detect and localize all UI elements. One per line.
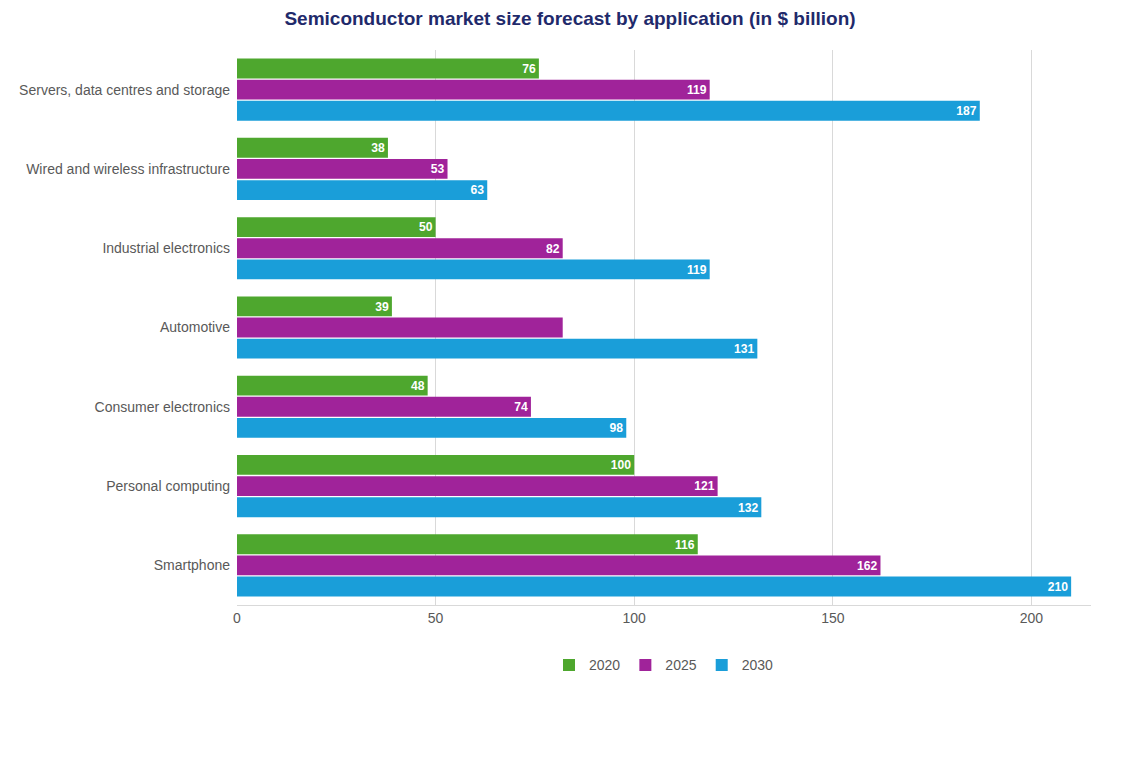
svg-text:162: 162	[857, 559, 877, 573]
svg-text:Wired and wireless infrastruct: Wired and wireless infrastructure	[26, 161, 230, 177]
svg-text:210: 210	[1048, 580, 1068, 594]
svg-text:132: 132	[738, 501, 758, 515]
svg-text:2020: 2020	[589, 657, 620, 673]
svg-text:Consumer electronics: Consumer electronics	[95, 399, 230, 415]
svg-text:50: 50	[419, 220, 433, 234]
svg-text:Personal computing: Personal computing	[106, 478, 230, 494]
svg-text:Industrial electronics: Industrial electronics	[102, 240, 230, 256]
svg-text:0: 0	[233, 610, 241, 626]
svg-text:Semiconductor market size fore: Semiconductor market size forecast by ap…	[284, 8, 855, 29]
svg-text:2030: 2030	[742, 657, 773, 673]
svg-text:82: 82	[546, 242, 560, 256]
svg-text:116: 116	[675, 538, 695, 552]
svg-text:Smartphone: Smartphone	[154, 557, 230, 573]
svg-text:Servers, data centres and stor: Servers, data centres and storage	[19, 82, 230, 98]
svg-text:76: 76	[522, 62, 536, 76]
svg-text:200: 200	[1020, 610, 1044, 626]
svg-text:131: 131	[734, 342, 754, 356]
svg-text:100: 100	[623, 610, 647, 626]
svg-text:53: 53	[431, 162, 445, 176]
svg-text:119: 119	[687, 263, 707, 277]
svg-text:100: 100	[611, 458, 631, 472]
svg-text:121: 121	[694, 479, 714, 493]
svg-text:63: 63	[471, 183, 485, 197]
svg-text:50: 50	[428, 610, 444, 626]
svg-text:74: 74	[514, 400, 528, 414]
svg-text:39: 39	[375, 300, 389, 314]
svg-text:150: 150	[821, 610, 845, 626]
svg-text:38: 38	[371, 141, 385, 155]
svg-text:48: 48	[411, 379, 425, 393]
svg-text:Automotive: Automotive	[160, 319, 230, 335]
svg-text:2025: 2025	[665, 657, 696, 673]
svg-text:119: 119	[687, 83, 707, 97]
svg-text:98: 98	[610, 421, 624, 435]
svg-text:187: 187	[956, 104, 976, 118]
